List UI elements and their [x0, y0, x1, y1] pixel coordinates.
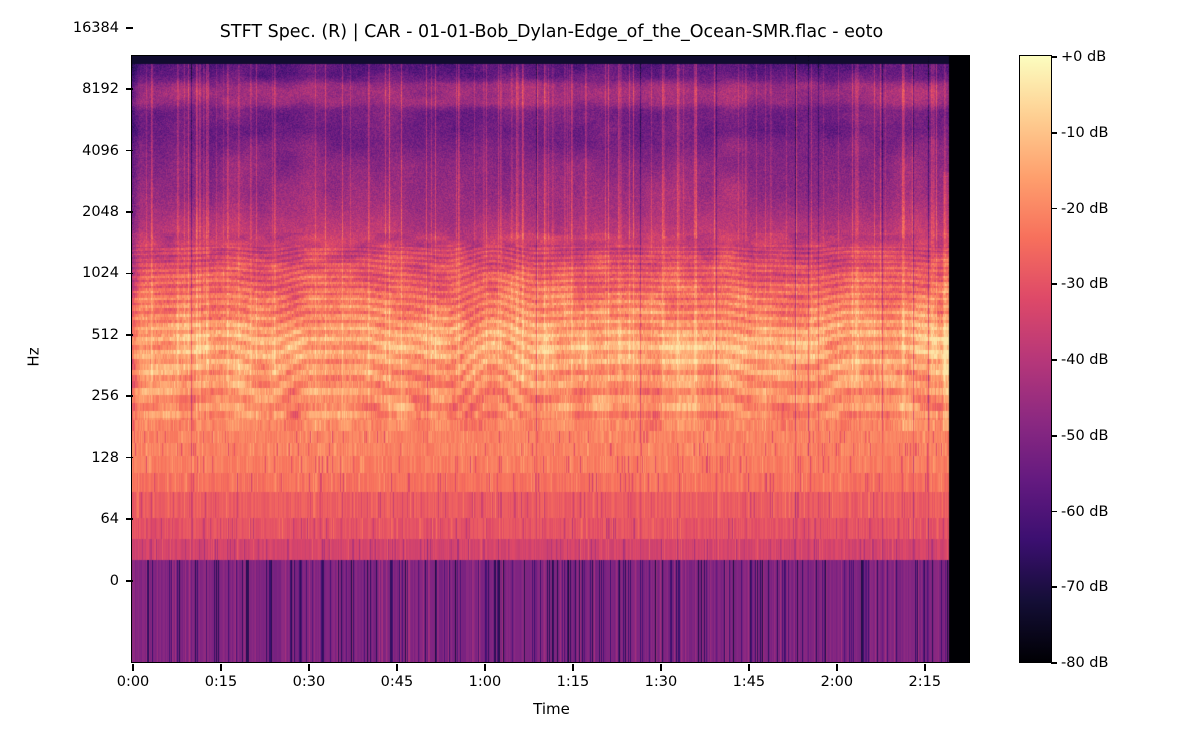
x-tick-mark: [836, 664, 838, 671]
y-tick-mark: [126, 334, 133, 336]
colorbar-tick-label: -80 dB: [1061, 655, 1109, 671]
y-tick-mark: [126, 456, 133, 459]
y-tick-label: 256: [91, 388, 119, 405]
colorbar-tick-label: -60 dB: [1061, 503, 1109, 520]
y-tick-mark: [126, 272, 133, 275]
x-tick-mark: [924, 664, 926, 671]
colorbar-tick-label: -70 dB: [1061, 579, 1109, 596]
x-tick-label: 0:45: [380, 674, 414, 690]
chart-title: STFT Spec. (R) | CAR - 01-01-Bob_Dylan-E…: [219, 22, 884, 42]
x-tick-mark: [220, 664, 222, 671]
colorbar-tick-mark: [1051, 586, 1057, 589]
x-tick-label: 0:30: [292, 674, 326, 690]
colorbar-tick-label: -30 dB: [1061, 276, 1109, 293]
colorbar-tick-label: -50 dB: [1061, 427, 1109, 444]
x-tick-mark: [660, 664, 662, 671]
colorbar-tick-label: +0 dB: [1061, 49, 1107, 65]
x-tick-label: 2:00: [820, 674, 854, 690]
y-tick-mark: [126, 88, 133, 90]
colorbar-tick-label: -40 dB: [1061, 352, 1109, 368]
x-tick-mark: [484, 664, 486, 671]
x-tick-label: 2:15: [908, 674, 942, 690]
y-tick-label: 4096: [82, 142, 119, 159]
x-tick-mark: [748, 664, 750, 671]
x-tick-mark: [308, 664, 310, 671]
spectrogram-plot: [131, 55, 970, 663]
x-tick-mark: [572, 664, 574, 671]
x-tick-label: 1:15: [556, 674, 590, 690]
y-tick-mark: [126, 211, 133, 213]
y-tick-label: 64: [100, 511, 119, 527]
colorbar-tick-mark: [1051, 510, 1057, 513]
y-tick-mark: [126, 395, 133, 397]
colorbar-tick-mark: [1051, 131, 1057, 134]
y-tick-label: 2048: [82, 204, 119, 220]
y-tick-label: 128: [91, 449, 119, 466]
colorbar-tick-mark: [1051, 662, 1057, 664]
y-tick-mark: [126, 27, 133, 29]
colorbar-gradient: [1020, 56, 1051, 662]
colorbar-tick-mark: [1051, 283, 1057, 286]
y-tick-mark: [126, 149, 133, 152]
x-tick-mark: [132, 664, 134, 671]
x-tick-label: 1:00: [468, 674, 502, 690]
x-axis-label: Time: [533, 700, 570, 718]
y-tick-label: 1024: [82, 265, 119, 282]
colorbar-tick-label: -10 dB: [1061, 124, 1109, 141]
colorbar: [1019, 55, 1052, 663]
colorbar-tick-mark: [1051, 359, 1057, 361]
y-tick-label: 0: [109, 573, 119, 589]
x-tick-mark: [396, 664, 398, 671]
colorbar-tick-mark: [1051, 207, 1057, 210]
x-tick-label: 0:00: [116, 674, 150, 690]
y-tick-mark: [126, 580, 133, 582]
y-tick-mark: [126, 518, 133, 520]
colorbar-tick-mark: [1051, 434, 1057, 437]
colorbar-tick-mark: [1051, 56, 1057, 58]
x-tick-label: 1:45: [732, 674, 766, 690]
x-tick-label: 0:15: [204, 674, 238, 690]
y-axis-label: Hz: [24, 347, 43, 367]
x-tick-label: 1:30: [644, 674, 678, 690]
spectrogram-canvas: [132, 56, 969, 662]
y-tick-label: 16384: [72, 19, 119, 36]
y-tick-label: 8192: [82, 81, 119, 98]
y-tick-label: 512: [91, 326, 119, 343]
colorbar-tick-label: -20 dB: [1061, 200, 1109, 217]
